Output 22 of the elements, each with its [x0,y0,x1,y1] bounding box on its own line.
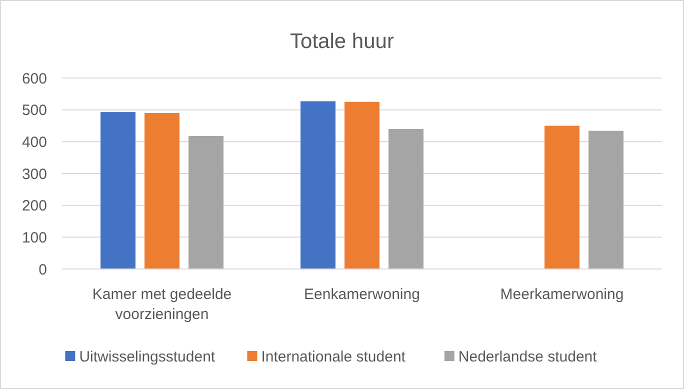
legend-label: Internationale student [261,348,406,366]
bar [588,130,624,269]
bar [188,136,224,269]
y-tick-label: 500 [22,102,47,120]
y-tick-label: 600 [22,70,47,88]
y-tick-label: 100 [22,229,47,246]
y-tick-label: 400 [22,134,47,151]
bar [300,101,336,269]
bar [100,112,136,269]
y-tick-label: 300 [22,166,47,183]
chart-title: Totale huur [290,30,394,53]
x-tick-label: Meerkamerwoning [500,286,624,303]
bar [388,128,424,269]
x-tick-label: Kamer met gedeelde voorzieningen [92,286,232,323]
bar [144,113,180,269]
legend-label: Uitwisselingsstudent [79,348,216,366]
y-tick-label: 0 [38,261,47,278]
bar [344,102,380,269]
y-tick-label: 200 [22,198,47,215]
legend-label: Nederlandse student [458,348,598,366]
bar [544,126,580,269]
x-tick-label: Eenkamerwoning [304,286,420,303]
